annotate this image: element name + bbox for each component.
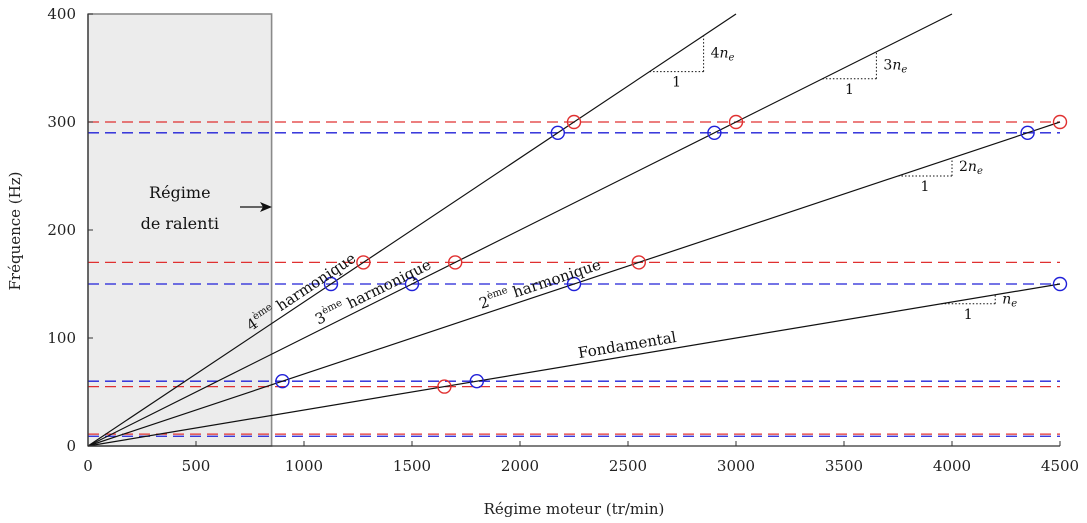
- idle-label-line2: de ralenti: [141, 214, 219, 233]
- y-tick-label: 200: [47, 221, 76, 239]
- x-tick-label: 4000: [933, 457, 971, 475]
- marker-blue: [1052, 276, 1068, 292]
- marker-red: [1052, 114, 1068, 130]
- series-line-4: [87, 13, 737, 447]
- y-axis-label: Fréquence (Hz): [6, 172, 24, 291]
- axes: 0 500 1000 1500 2000 2500 3000 3500 4000 4500 0 100…: [47, 5, 1079, 475]
- marker-blue: [1020, 125, 1035, 141]
- idle-arrow-head: [260, 202, 272, 212]
- marker-blue: [275, 374, 290, 389]
- slope-run-label: 1: [672, 75, 681, 91]
- slope-rise-label: 2ne: [959, 159, 983, 177]
- slope-triangles: 1 ne 1 2ne 1 3ne 1 4ne: [649, 35, 1017, 323]
- marker-blue: [469, 374, 484, 389]
- x-tick-label: 3500: [825, 457, 863, 475]
- marker-red: [356, 255, 371, 270]
- marker-red: [631, 255, 646, 270]
- marker-blue: [550, 125, 565, 141]
- x-tick-label: 3000: [717, 457, 755, 475]
- x-tick-label: 0: [83, 457, 93, 475]
- marker-blue: [404, 276, 420, 292]
- slope-run-label: 1: [964, 307, 973, 323]
- series-label-1: Fondamental: [577, 328, 678, 362]
- slope-triangle-1: 1 ne: [941, 291, 1017, 323]
- x-tick-label: 4500: [1041, 457, 1079, 475]
- series-line-1: [87, 283, 1061, 447]
- slope-triangle-3: 1 3ne: [822, 51, 907, 98]
- marker-blue: [566, 276, 582, 292]
- x-tick-label: 2500: [609, 457, 647, 475]
- x-axis-label: Régime moteur (tr/min): [484, 500, 665, 518]
- slope-triangle-4: 1 4ne: [649, 35, 735, 91]
- x-tick-label: 1000: [285, 457, 323, 475]
- marker-blue: [323, 276, 339, 292]
- slope-rise-label: 4ne: [711, 46, 735, 64]
- idle-label-line1: Régime: [149, 183, 211, 202]
- y-tick-label: 100: [47, 329, 76, 347]
- x-tick-label: 500: [182, 457, 211, 475]
- marker-red: [566, 114, 582, 130]
- marker-red: [448, 255, 463, 270]
- x-tick-label: 1500: [393, 457, 431, 475]
- markers: [275, 114, 1068, 394]
- slope-rise-label: ne: [1002, 291, 1017, 309]
- y-tick-label: 300: [47, 113, 76, 131]
- slope-run-label: 1: [845, 82, 854, 98]
- y-tick-label: 0: [66, 437, 76, 455]
- slope-run-label: 1: [921, 179, 930, 195]
- marker-red: [437, 379, 452, 394]
- marker-blue: [707, 125, 722, 141]
- idle-region-box: [87, 13, 273, 447]
- slope-rise-label: 3ne: [883, 57, 907, 75]
- series-line-3: [87, 13, 953, 447]
- x-tick-label: 2000: [501, 457, 539, 475]
- slope-triangle-2: 1 2ne: [898, 158, 983, 195]
- idle-region: Régime de ralenti: [87, 13, 273, 447]
- marker-red: [728, 114, 744, 130]
- y-tick-label: 400: [47, 5, 76, 23]
